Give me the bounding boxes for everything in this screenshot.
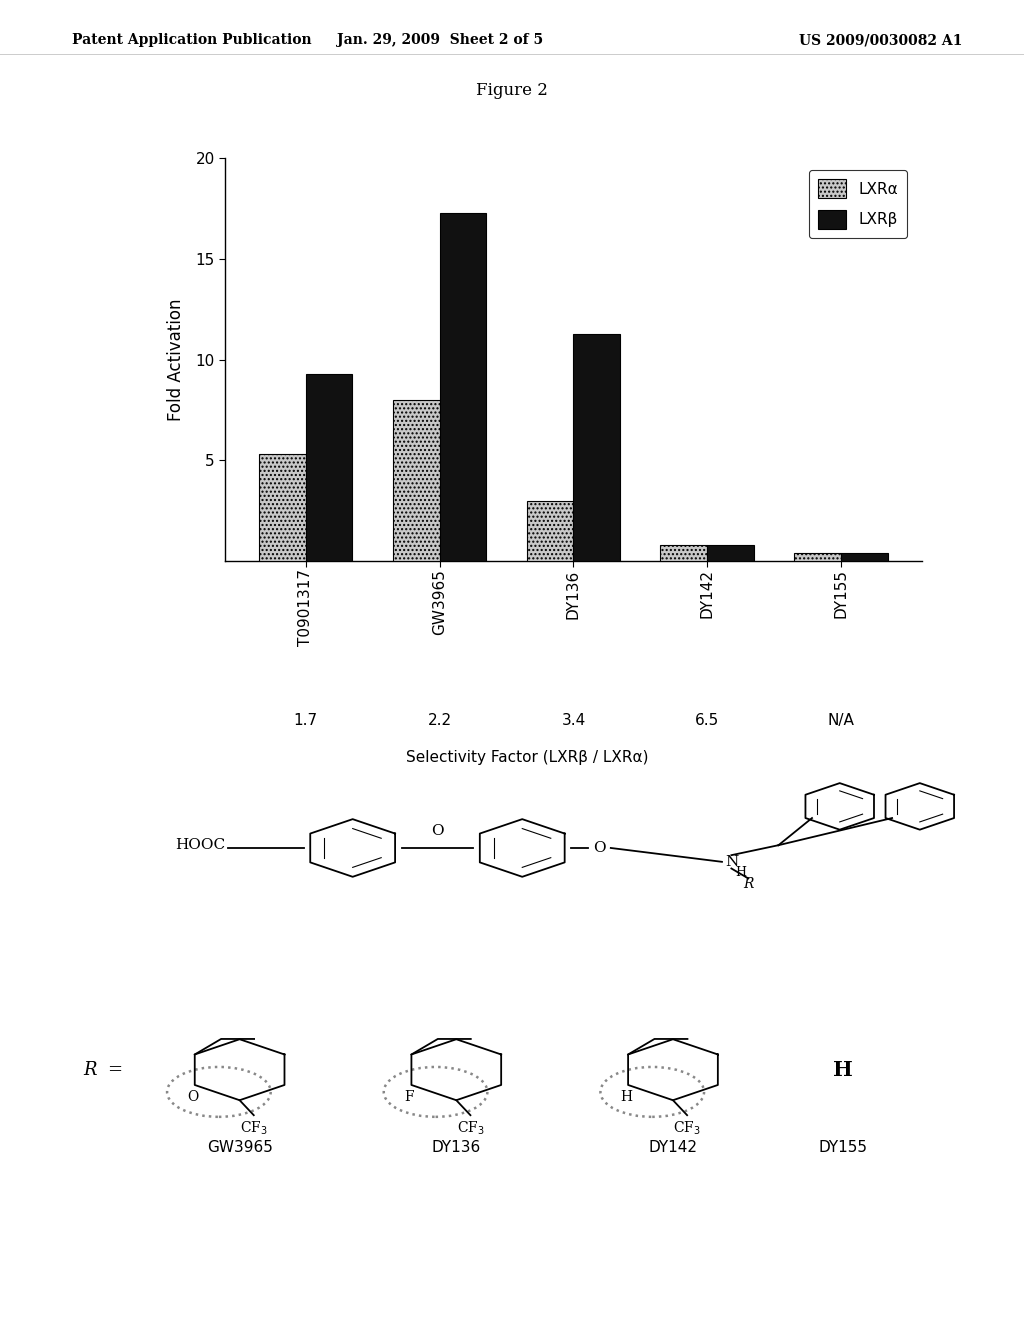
Text: 2.2: 2.2 [427, 713, 452, 727]
Text: H: H [620, 1090, 632, 1105]
Bar [708, 545, 755, 561]
Text: 3.4: 3.4 [561, 713, 586, 727]
Text: DY155: DY155 [818, 1140, 867, 1155]
Text: H: H [735, 866, 746, 879]
Text: CF$_3$: CF$_3$ [673, 1119, 701, 1137]
Bar [439, 213, 486, 561]
Bar [795, 553, 842, 561]
Text: Patent Application Publication: Patent Application Publication [72, 33, 311, 48]
Bar [392, 400, 439, 561]
Legend: LXRα, LXRβ: LXRα, LXRβ [809, 170, 907, 238]
Text: CF$_3$: CF$_3$ [240, 1119, 267, 1137]
Text: 1.7: 1.7 [294, 713, 317, 727]
Text: N/A: N/A [827, 713, 855, 727]
Bar [526, 500, 573, 561]
Text: R  =: R = [83, 1061, 123, 1078]
Bar [660, 545, 708, 561]
Bar [842, 553, 888, 561]
Text: HOOC: HOOC [175, 838, 225, 853]
Text: F: F [404, 1090, 414, 1105]
Y-axis label: Fold Activation: Fold Activation [167, 298, 184, 421]
Text: Jan. 29, 2009  Sheet 2 of 5: Jan. 29, 2009 Sheet 2 of 5 [337, 33, 544, 48]
Text: R: R [743, 876, 754, 891]
Text: O: O [187, 1090, 198, 1105]
Text: N: N [725, 855, 738, 869]
Bar [573, 334, 621, 561]
Text: H: H [833, 1060, 853, 1080]
Text: Selectivity Factor (LXRβ / LXRα): Selectivity Factor (LXRβ / LXRα) [407, 750, 648, 764]
Text: DY136: DY136 [432, 1140, 481, 1155]
Text: GW3965: GW3965 [207, 1140, 272, 1155]
Text: O: O [431, 824, 443, 838]
Text: CF$_3$: CF$_3$ [457, 1119, 484, 1137]
Text: DY142: DY142 [648, 1140, 697, 1155]
Text: O: O [593, 841, 606, 855]
Text: Figure 2: Figure 2 [476, 82, 548, 99]
Bar [259, 454, 305, 561]
Text: US 2009/0030082 A1: US 2009/0030082 A1 [799, 33, 963, 48]
Text: 6.5: 6.5 [695, 713, 720, 727]
Bar [305, 374, 352, 561]
